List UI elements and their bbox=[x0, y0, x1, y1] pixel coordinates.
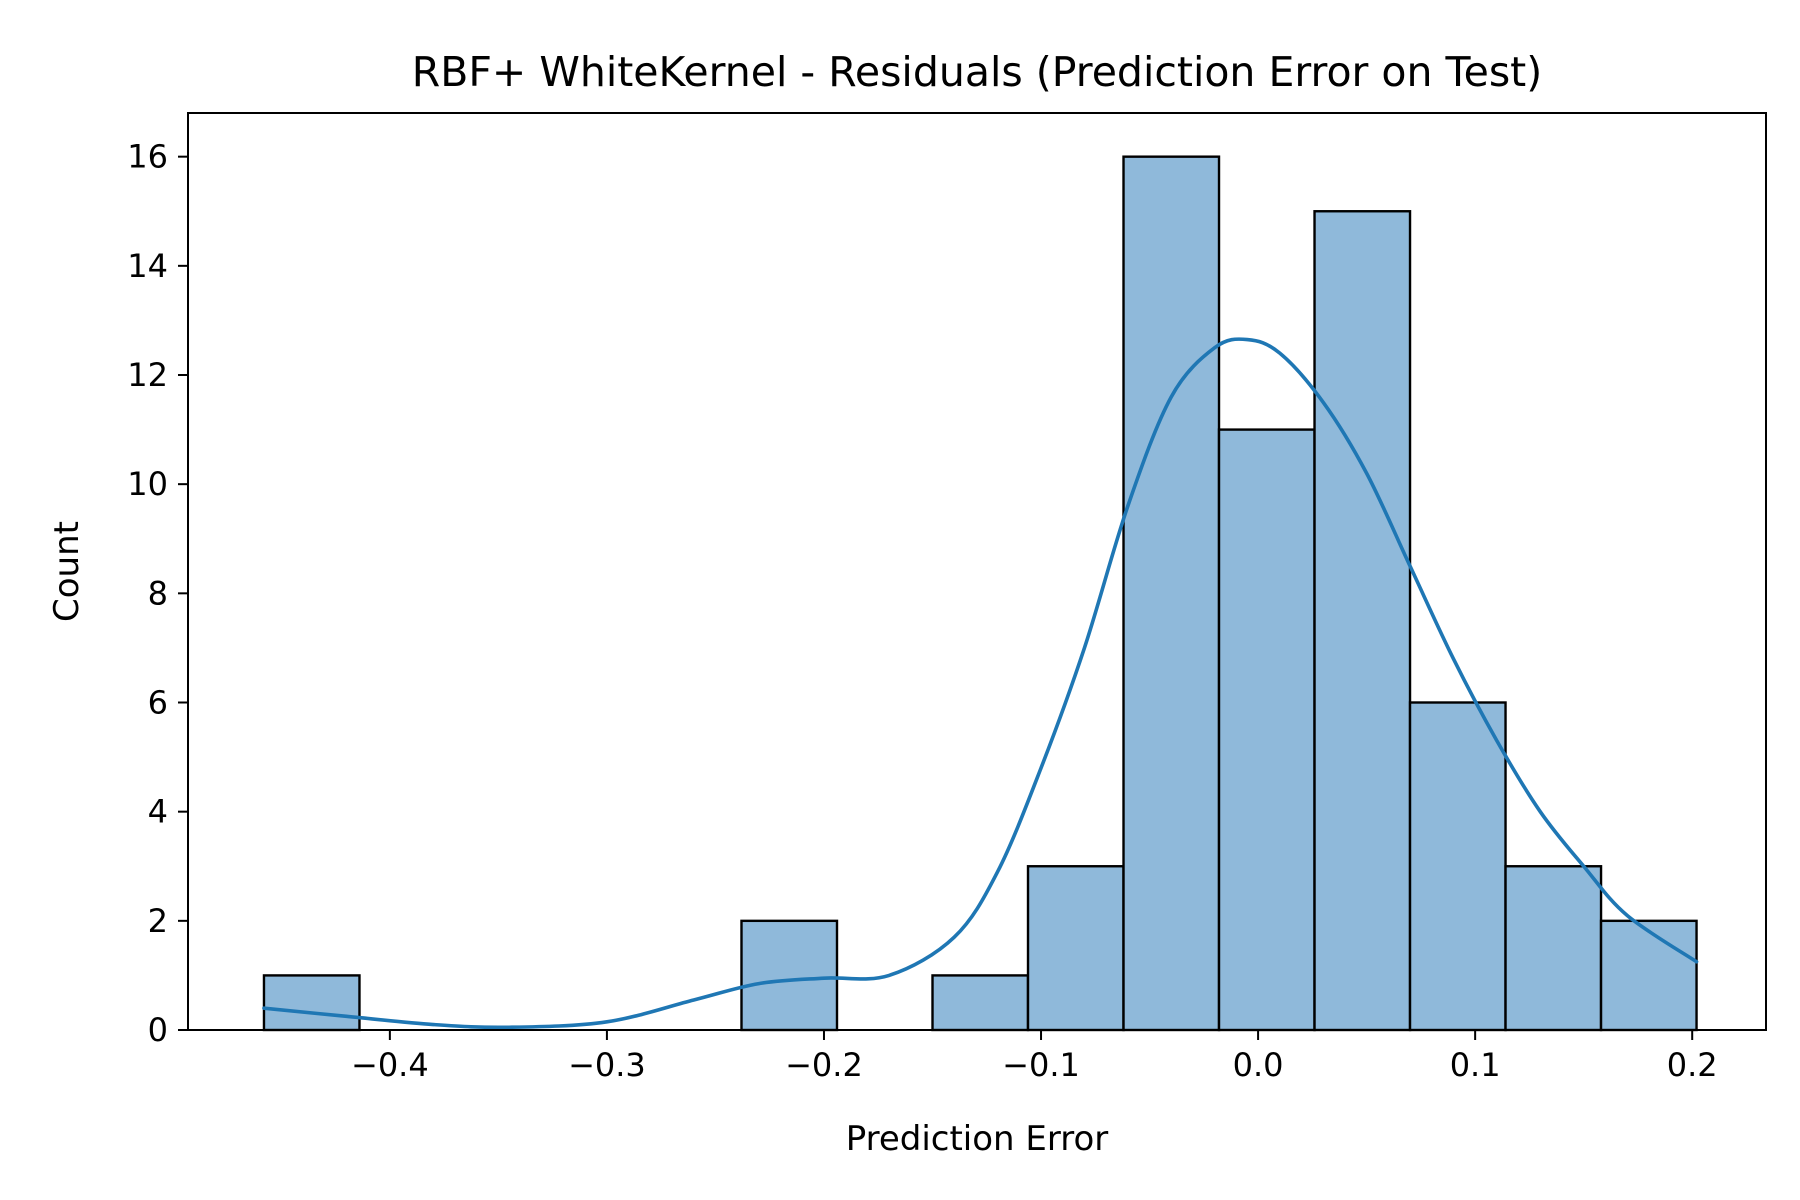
y-tick-label: 16 bbox=[127, 138, 168, 176]
y-tick-label: 0 bbox=[148, 1011, 168, 1049]
y-tick-label: 2 bbox=[148, 902, 168, 940]
x-axis-label: Prediction Error bbox=[846, 1119, 1109, 1159]
histogram-bar-10 bbox=[1217, 428, 1316, 1032]
y-tick-label: 6 bbox=[148, 684, 168, 722]
kde-layer bbox=[262, 337, 1699, 1030]
histogram-bar-9 bbox=[1122, 155, 1221, 1032]
chart-title: RBF+ WhiteKernel - Residuals (Prediction… bbox=[412, 48, 1543, 96]
y-tick-label: 10 bbox=[127, 465, 168, 503]
plot-frame bbox=[187, 112, 1767, 1031]
y-tick-label: 4 bbox=[148, 793, 168, 831]
x-tick-label: −0.2 bbox=[785, 1046, 863, 1084]
kde-curve bbox=[262, 337, 1699, 1030]
histogram-bars bbox=[262, 155, 1698, 1032]
histogram-bar-8 bbox=[1026, 865, 1125, 1032]
y-tick-label: 14 bbox=[127, 247, 168, 285]
y-axis-label: Count bbox=[47, 521, 87, 622]
y-tick-label: 8 bbox=[148, 574, 168, 612]
x-tick-label: 0.2 bbox=[1667, 1046, 1718, 1084]
x-tick-label: −0.4 bbox=[351, 1046, 429, 1084]
histogram-bar-11 bbox=[1313, 210, 1412, 1032]
histogram-bar-12 bbox=[1408, 701, 1507, 1032]
histogram-bar-13 bbox=[1504, 865, 1603, 1032]
x-tick-label: 0.0 bbox=[1233, 1046, 1284, 1084]
histogram-bar-0 bbox=[262, 974, 361, 1032]
histogram-bar-5 bbox=[740, 919, 839, 1032]
histogram-bar-7 bbox=[931, 974, 1030, 1032]
x-tick-label: 0.1 bbox=[1450, 1046, 1501, 1084]
x-axis-ticks: −0.4 −0.3 −0.2 −0.1 0.0 0.1 0.2 bbox=[351, 1030, 1718, 1084]
y-tick-label: 12 bbox=[127, 356, 168, 394]
y-axis-ticks: 0 2 4 6 8 10 12 14 16 bbox=[127, 138, 188, 1049]
histogram-bar-14 bbox=[1599, 919, 1698, 1032]
x-tick-label: −0.1 bbox=[1002, 1046, 1080, 1084]
x-tick-label: −0.3 bbox=[568, 1046, 646, 1084]
